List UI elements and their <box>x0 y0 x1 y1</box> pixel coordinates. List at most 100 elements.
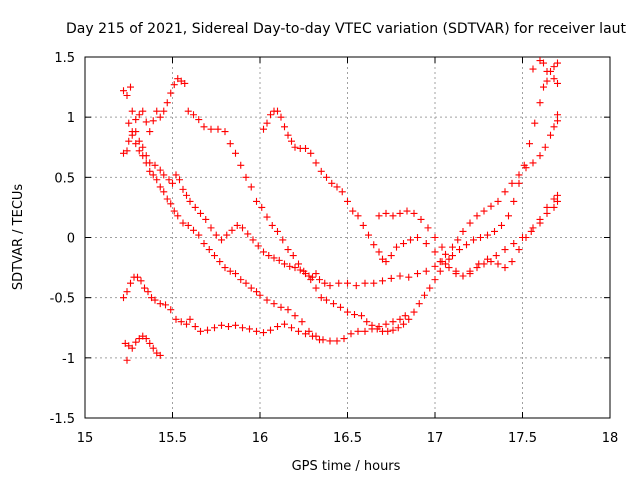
data-point <box>146 128 154 136</box>
data-point <box>163 99 171 107</box>
data-point <box>139 143 147 151</box>
data-point <box>239 324 246 332</box>
data-point <box>547 131 554 139</box>
data-point <box>526 140 533 148</box>
data-point <box>153 176 161 184</box>
data-point <box>396 209 404 217</box>
data-point <box>237 276 245 284</box>
data-point <box>254 242 262 250</box>
data-point <box>132 140 140 148</box>
data-point <box>536 152 544 160</box>
data-point <box>431 248 439 256</box>
y-tick-label: 1 <box>67 111 75 126</box>
data-point <box>127 279 134 287</box>
data-point <box>246 325 253 333</box>
data-point <box>146 339 154 347</box>
data-point <box>135 147 143 155</box>
data-point <box>543 77 551 85</box>
data-point <box>260 248 267 256</box>
data-point <box>543 67 551 75</box>
data-point <box>256 291 264 299</box>
data-point <box>288 137 295 145</box>
data-point <box>142 118 150 126</box>
data-point <box>205 246 213 254</box>
data-point <box>263 296 271 304</box>
data-point <box>508 179 516 187</box>
data-point <box>207 125 215 133</box>
data-point <box>417 215 425 223</box>
data-point <box>317 294 325 302</box>
data-point <box>302 144 309 152</box>
data-point <box>501 246 509 254</box>
data-point <box>323 296 330 304</box>
y-tick-label: -0.5 <box>50 292 75 307</box>
data-point <box>291 143 299 151</box>
data-point <box>344 308 351 316</box>
data-point <box>127 83 134 91</box>
data-point <box>190 226 197 234</box>
data-point <box>531 119 539 127</box>
data-point <box>510 197 518 205</box>
data-point <box>375 323 383 331</box>
data-point <box>125 137 133 145</box>
data-point <box>128 107 136 115</box>
data-point <box>307 149 315 157</box>
data-point <box>330 300 337 308</box>
data-point <box>232 321 239 329</box>
data-point <box>135 111 143 119</box>
data-point <box>184 107 192 115</box>
data-point <box>463 241 470 249</box>
data-point <box>149 344 157 352</box>
data-point <box>431 262 439 270</box>
data-point <box>123 356 131 364</box>
axis-ticks <box>84 56 611 419</box>
data-point <box>340 335 348 343</box>
data-point <box>375 248 383 256</box>
x-tick-label: 17.5 <box>508 431 537 446</box>
data-point <box>358 312 365 320</box>
data-point <box>295 327 302 335</box>
chart-title: Day 215 of 2021, Sidereal Day-to-day VTE… <box>66 21 627 37</box>
data-point <box>445 255 453 263</box>
data-point <box>379 277 386 285</box>
data-point <box>237 161 245 169</box>
data-point <box>436 267 444 275</box>
data-point <box>156 183 164 191</box>
data-point <box>422 267 430 275</box>
data-point <box>281 123 288 131</box>
data-point <box>284 246 292 254</box>
data-point <box>232 270 239 278</box>
data-point <box>167 200 175 208</box>
data-point <box>169 179 176 187</box>
data-point <box>550 123 558 131</box>
data-point <box>323 173 330 181</box>
data-point <box>151 161 159 169</box>
data-point <box>477 234 484 241</box>
data-point <box>284 131 292 139</box>
data-point <box>176 176 183 184</box>
data-point <box>167 89 175 97</box>
data-point <box>361 327 369 335</box>
data-point <box>382 320 390 328</box>
data-point <box>550 195 558 203</box>
data-point <box>183 191 190 199</box>
data-point <box>337 303 344 311</box>
data-point <box>445 264 453 272</box>
data-point <box>279 236 287 244</box>
data-point <box>540 83 547 91</box>
data-point <box>344 197 351 205</box>
data-point <box>494 197 502 205</box>
data-point <box>400 320 407 328</box>
x-tick-label: 15 <box>77 431 94 446</box>
data-point <box>218 321 225 329</box>
data-point <box>286 262 294 270</box>
data-point <box>473 212 481 220</box>
data-point <box>389 318 397 326</box>
data-point <box>394 324 402 332</box>
data-point <box>466 219 474 227</box>
data-point <box>249 236 257 244</box>
data-point <box>144 288 152 296</box>
data-point <box>274 227 281 235</box>
x-tick-label: 16.5 <box>333 431 362 446</box>
data-point <box>226 267 234 275</box>
